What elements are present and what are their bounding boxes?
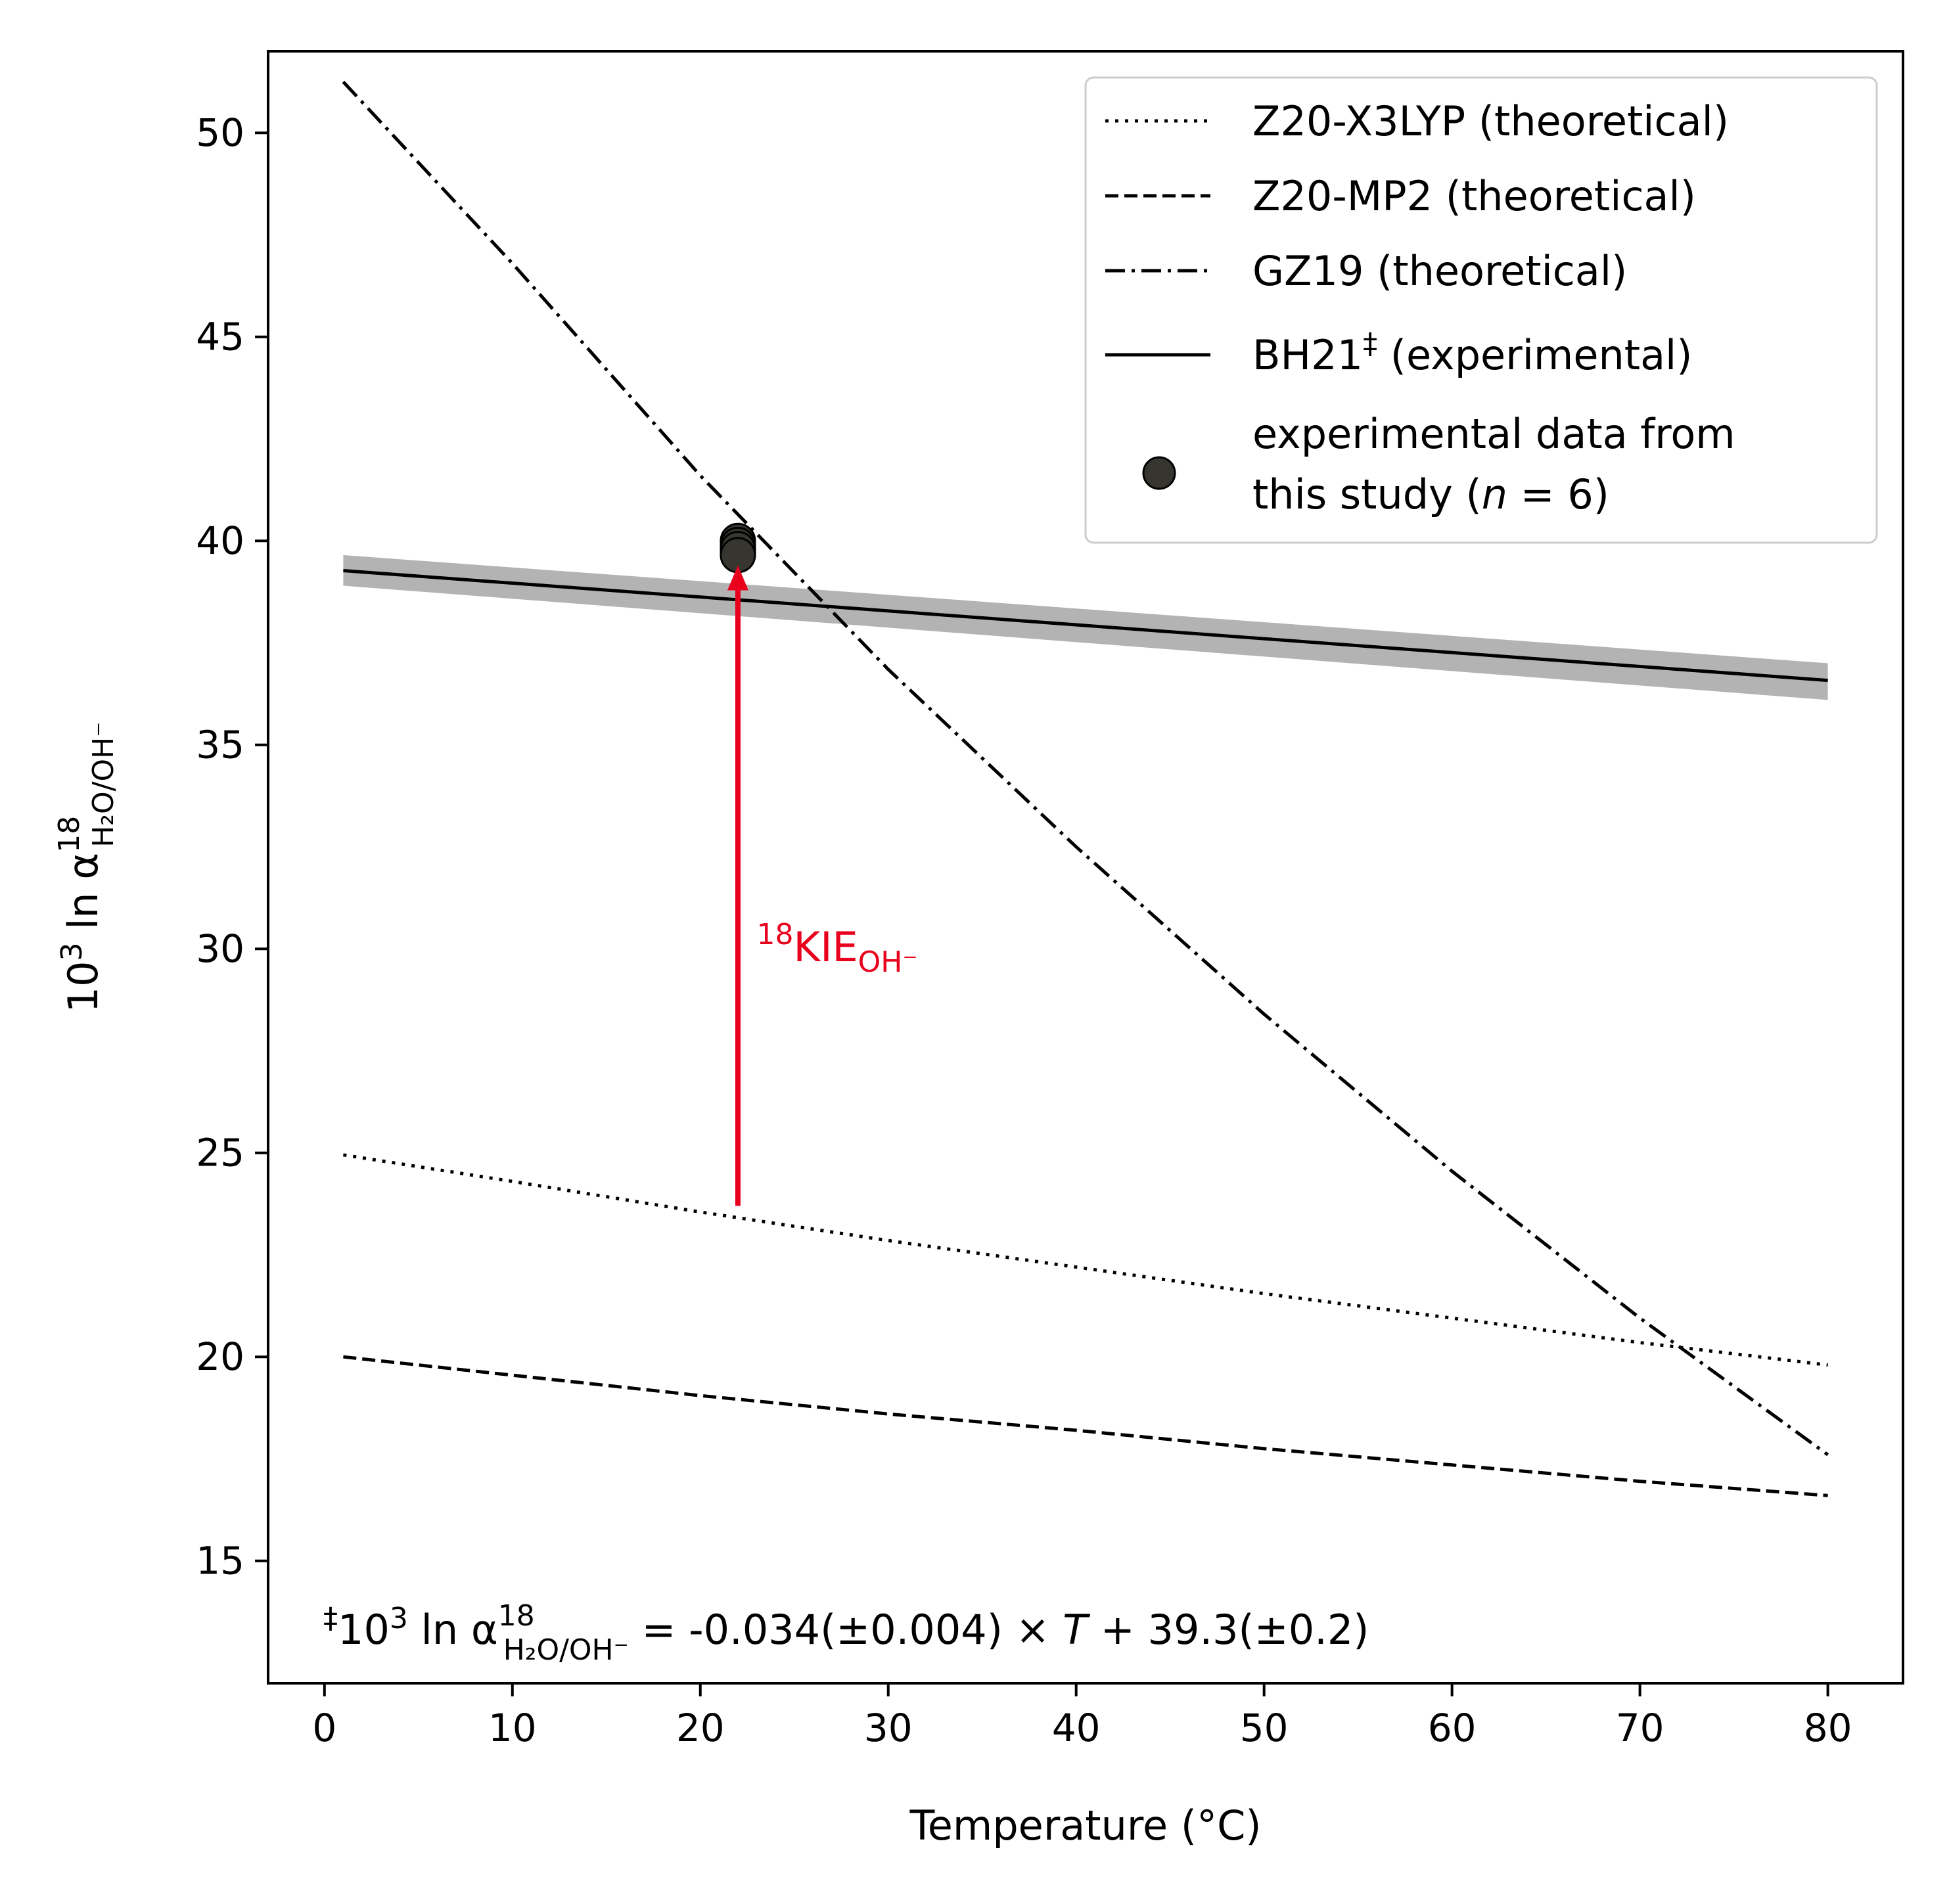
legend: Z20-X3LYP (theoretical) Z20-MP2 (theoret…: [1084, 76, 1878, 544]
y-tick-label: 45: [196, 315, 244, 359]
kie-arrow-head: [727, 565, 748, 591]
y-axis: 15 20 25 30 35 40 45 50: [196, 110, 268, 1583]
x-tick-label: 40: [1052, 1706, 1101, 1750]
legend-box: [1084, 76, 1878, 544]
y-tick-label: 15: [196, 1539, 244, 1583]
x-axis: 0 10 20 30 40 50 60 70 80: [312, 1683, 1852, 1750]
y-tick-label: 20: [196, 1334, 244, 1379]
legend-label-z20-mp2: Z20-MP2 (theoretical): [1252, 172, 1696, 220]
legend-swatch-experimental-data: [1142, 456, 1176, 490]
kie-annotation: 18KIEOH⁻: [727, 565, 918, 1206]
y-tick-label: 50: [196, 110, 244, 155]
x-tick-label: 50: [1240, 1706, 1289, 1750]
y-tick-label: 40: [196, 518, 244, 563]
x-tick-label: 60: [1428, 1706, 1477, 1750]
series-line-bh21: [343, 569, 1828, 683]
kie-label: 18KIEOH⁻: [757, 918, 918, 979]
equation-footnote: ‡103 ln α18 H₂O/OH⁻ = -0.034(±0.004) × T …: [323, 1599, 1369, 1667]
legend-label-bh21: BH21‡ (experimental): [1252, 327, 1692, 379]
x-tick-label: 70: [1616, 1706, 1664, 1750]
y-axis-label: 103 ln α18H₂O/OH⁻: [53, 722, 120, 1013]
legend-label-gz19: GZ19 (theoretical): [1252, 247, 1627, 295]
series-line-z20-x3lyp-theoretical: [343, 1153, 1828, 1367]
plot-area: [342, 80, 1829, 1497]
y-tick-label: 30: [196, 926, 244, 971]
x-tick-label: 0: [312, 1706, 336, 1750]
x-tick-label: 80: [1804, 1706, 1852, 1750]
legend-label-z20-x3lyp: Z20-X3LYP (theoretical): [1252, 97, 1729, 145]
legend-label-experimental-data-line2: this study (n = 6): [1252, 470, 1609, 518]
x-axis-label: Temperature (°C): [909, 1802, 1261, 1849]
y-tick-label: 25: [196, 1131, 244, 1175]
series-band-bh21: [343, 555, 1828, 700]
y-tick-label: 35: [196, 723, 244, 767]
x-tick-label: 10: [488, 1706, 537, 1750]
axes-frame: [267, 50, 1904, 1685]
series-line-gz19-theoretical: [342, 80, 1829, 1457]
x-tick-label: 30: [864, 1706, 913, 1750]
series-line-z20-mp2-theoretical: [343, 1355, 1828, 1497]
x-tick-label: 20: [676, 1706, 725, 1750]
legend-label-experimental-data-line1: experimental data from: [1252, 410, 1735, 458]
